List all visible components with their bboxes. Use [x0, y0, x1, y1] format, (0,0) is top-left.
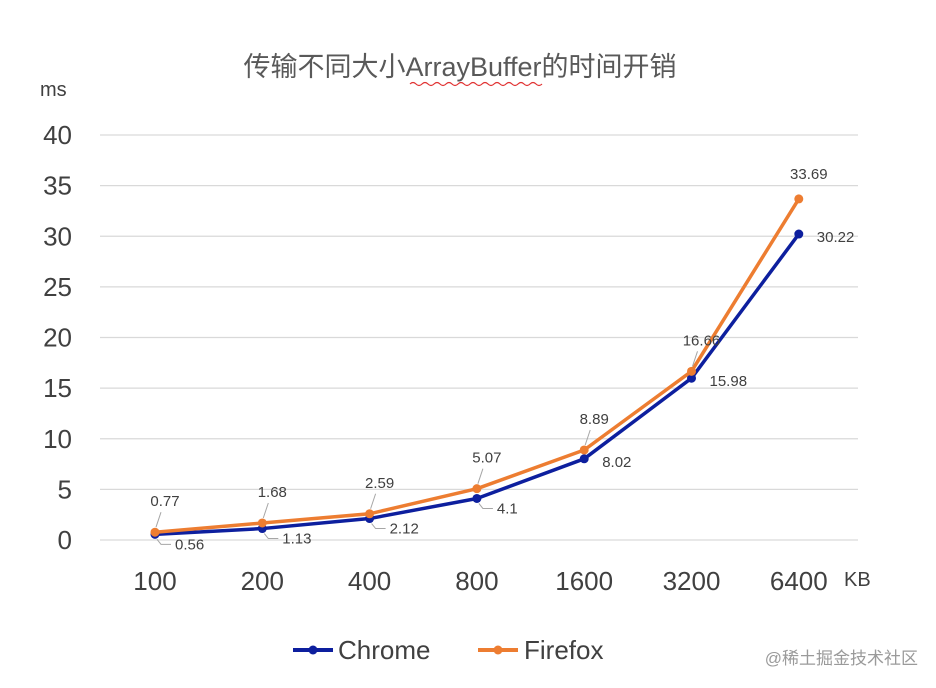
data-label-chrome: 30.22 [817, 229, 855, 246]
leader-line [155, 512, 162, 528]
data-label-firefox: 0.77 [150, 493, 179, 510]
y-tick-label: 25 [43, 272, 72, 302]
y-tick-label: 20 [43, 323, 72, 353]
data-label-firefox: 33.69 [790, 166, 828, 183]
x-axis-ticks: 100 200 400 800 1600 3200 6400 [133, 566, 827, 596]
data-label-firefox: 1.68 [258, 484, 287, 501]
x-tick-label: 1600 [555, 566, 613, 596]
leader-line [262, 502, 269, 519]
leader-line [584, 429, 591, 446]
leader-line [478, 503, 493, 509]
y-tick-label: 35 [43, 171, 72, 201]
point-chrome[interactable] [794, 229, 804, 239]
y-axis-unit: ms [40, 79, 67, 101]
watermark: @稀土掘金技术社区 [765, 649, 918, 668]
data-label-chrome: 0.56 [175, 536, 204, 553]
leader-line [692, 351, 698, 367]
data-label-chrome: 2.12 [390, 521, 419, 538]
legend-label-chrome: Chrome [338, 635, 430, 665]
chart-title: 传输不同大小ArrayBuffer的时间开销 [243, 52, 676, 82]
leader-line [156, 539, 171, 545]
data-label-chrome: 8.02 [602, 454, 631, 471]
leader-line [371, 523, 386, 530]
spellcheck-underline [409, 81, 543, 87]
data-label-chrome: 1.13 [282, 531, 311, 548]
y-tick-label: 0 [58, 525, 72, 555]
point-firefox[interactable] [472, 484, 482, 494]
y-axis-ticks: 0 5 10 15 20 25 30 35 40 [43, 120, 72, 555]
y-tick-label: 15 [43, 373, 72, 403]
x-tick-label: 100 [133, 566, 176, 596]
x-tick-label: 400 [348, 566, 391, 596]
data-label-chrome: 4.1 [497, 500, 518, 517]
series [150, 194, 804, 539]
x-tick-label: 3200 [663, 566, 721, 596]
data-label-firefox: 16.66 [683, 332, 721, 349]
x-tick-label: 200 [241, 566, 284, 596]
legend-marker-chrome [308, 645, 318, 655]
y-tick-label: 10 [43, 424, 72, 454]
x-axis-unit: KB [844, 569, 871, 591]
data-label-firefox: 8.89 [580, 411, 609, 428]
leader-line [370, 493, 377, 509]
point-firefox[interactable] [257, 518, 267, 528]
point-chrome[interactable] [472, 493, 482, 503]
data-label-chrome: 15.98 [710, 373, 748, 390]
x-tick-label: 6400 [770, 566, 828, 596]
legend-item-chrome[interactable]: Chrome [293, 635, 430, 665]
point-firefox[interactable] [150, 527, 160, 537]
legend: Chrome Firefox [293, 635, 603, 665]
leader-line [477, 468, 484, 484]
point-chrome[interactable] [687, 373, 696, 383]
point-firefox[interactable] [794, 194, 804, 204]
point-firefox[interactable] [365, 509, 375, 519]
point-firefox[interactable] [687, 366, 696, 376]
leader-line [263, 533, 279, 540]
y-tick-label: 5 [58, 474, 72, 504]
legend-item-firefox[interactable]: Firefox [478, 635, 603, 665]
point-chrome[interactable] [579, 454, 589, 464]
y-tick-label: 40 [43, 120, 72, 150]
data-label-firefox: 2.59 [365, 475, 394, 492]
x-tick-label: 800 [455, 566, 498, 596]
legend-marker-firefox [493, 645, 503, 655]
gridlines [100, 134, 858, 541]
y-tick-label: 30 [43, 221, 72, 251]
point-firefox[interactable] [579, 445, 589, 455]
data-labels: 0.77 1.68 2.59 5.07 8.89 16.66 33.69 0.56 1.13 2.… [150, 166, 854, 553]
data-label-firefox: 5.07 [472, 450, 501, 467]
legend-label-firefox: Firefox [524, 635, 603, 665]
